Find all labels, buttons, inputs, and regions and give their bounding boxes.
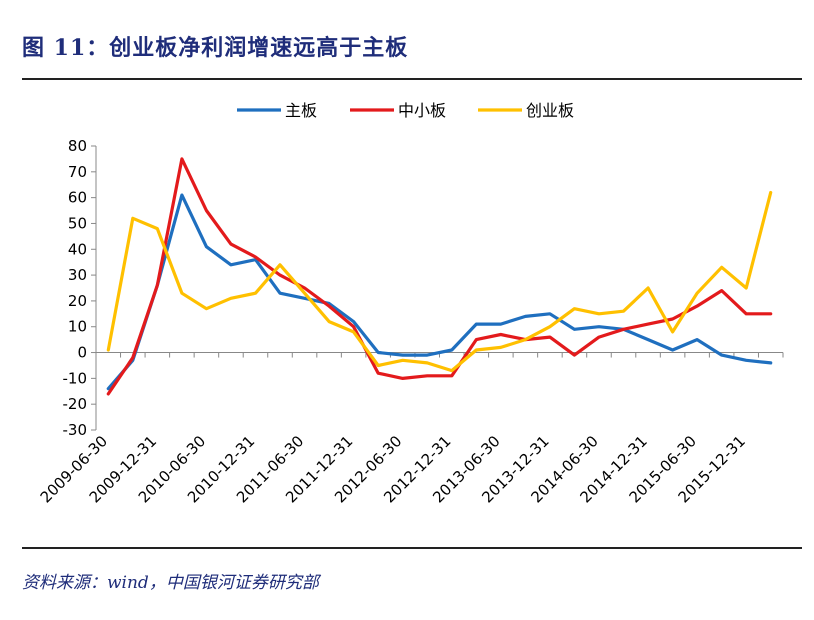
series-line-1: [106, 157, 773, 396]
source-note: 资料来源：wind，中国银河证券研究部: [22, 573, 319, 593]
y-tick-label: 10: [68, 318, 87, 336]
line-chart: 主板 中小板 创业板 -30 -20 -10 0 10 20 30 40 50 60 70 80 2009…: [37, 101, 784, 506]
figure-title: 图 11：创业板净利润增速远高于主板: [22, 35, 409, 61]
x-axis: 2009-06-302009-12-312010-06-302010-12-31…: [37, 352, 784, 506]
chart-legend: 主板 中小板 创业板: [237, 101, 574, 120]
y-tick-label: 70: [68, 163, 87, 181]
y-tick-label: -30: [63, 421, 88, 439]
top-divider: [22, 78, 802, 80]
y-tick-label: -20: [63, 395, 88, 413]
legend-label: 主板: [285, 101, 317, 120]
series-lines: [106, 157, 773, 396]
y-tick-label: 60: [68, 189, 87, 207]
y-tick-label: 30: [68, 266, 87, 284]
y-tick-label: 40: [68, 240, 87, 258]
y-tick-label: -10: [63, 369, 88, 387]
series-line-0: [106, 193, 773, 391]
y-axis: -30 -20 -10 0 10 20 30 40 50 60 70 80: [63, 137, 97, 439]
bottom-divider: [22, 547, 802, 549]
y-tick-label: 50: [68, 214, 87, 232]
y-tick-label: 0: [77, 344, 87, 362]
y-tick-label: 20: [68, 292, 87, 310]
legend-label: 中小板: [398, 101, 446, 120]
legend-label: 创业板: [526, 101, 574, 120]
y-tick-label: 80: [68, 137, 87, 155]
series-line-2: [106, 190, 773, 373]
